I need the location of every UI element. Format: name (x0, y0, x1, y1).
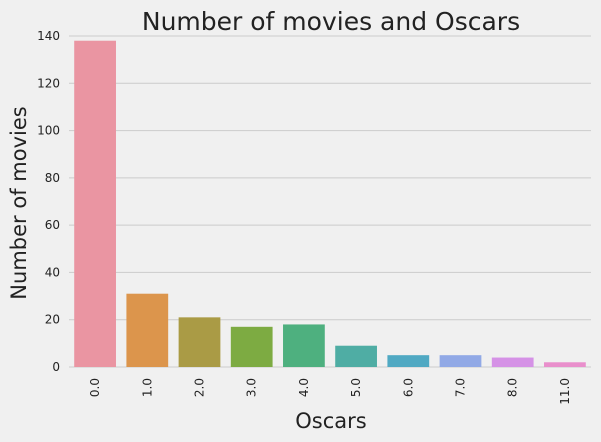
x-axis-label: Oscars (295, 409, 366, 433)
bar-11.0 (544, 362, 586, 367)
x-tick-label: 1.0 (140, 378, 154, 397)
bar-7.0 (439, 355, 482, 367)
bar-8.0 (491, 357, 534, 367)
x-tick-label: 6.0 (401, 378, 415, 397)
x-tick-label: 8.0 (506, 378, 520, 397)
x-tick-label: 3.0 (245, 378, 259, 397)
y-tick-label: 60 (45, 218, 60, 232)
bar-1.0 (126, 293, 169, 367)
y-axis-label: Number of movies (7, 106, 31, 299)
x-tick-label: 4.0 (297, 378, 311, 397)
y-tick-label: 120 (37, 76, 60, 90)
y-tick-label: 0 (52, 360, 60, 374)
y-tick-label: 20 (45, 313, 60, 327)
y-axis-ticks: 0 20 40 60 80 100 120 140 (37, 29, 60, 374)
x-tick-label: 11.0 (558, 378, 572, 405)
y-tick-label: 80 (45, 171, 60, 185)
bar-6.0 (387, 355, 430, 367)
x-axis-ticks: 0.0 1.0 2.0 3.0 4.0 5.0 6.0 7.0 8.0 11.0 (88, 378, 572, 405)
bar-2.0 (178, 317, 221, 367)
y-tick-label: 140 (37, 29, 60, 43)
x-tick-label: 7.0 (454, 378, 468, 397)
bars (74, 40, 586, 367)
x-tick-label: 2.0 (193, 378, 207, 397)
y-tick-label: 100 (37, 124, 60, 138)
bar-5.0 (335, 345, 377, 367)
x-tick-label: 5.0 (349, 378, 363, 397)
chart-title: Number of movies and Oscars (142, 7, 520, 36)
bar-4.0 (283, 324, 325, 367)
y-tick-label: 40 (45, 265, 60, 279)
x-tick-label: 0.0 (88, 378, 102, 397)
bar-3.0 (230, 326, 273, 367)
bar-0.0 (74, 40, 116, 367)
